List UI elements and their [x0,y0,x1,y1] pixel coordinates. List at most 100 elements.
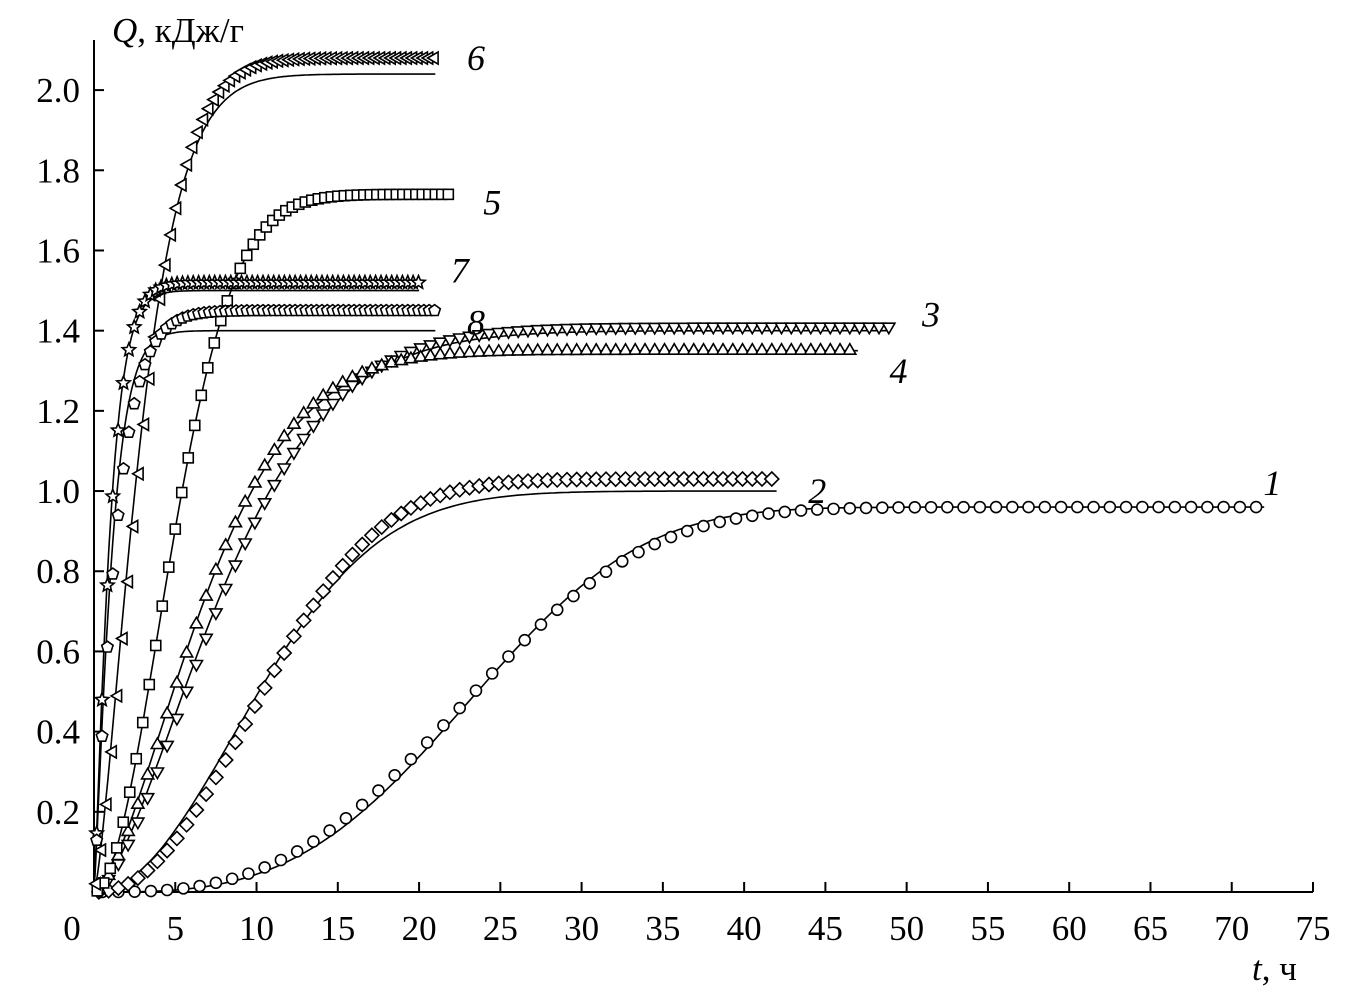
data-point [471,329,487,343]
data-point [125,519,139,534]
series-6-markers [88,50,439,892]
data-point [471,344,487,357]
data-point [209,876,223,890]
data-point [680,524,694,538]
y-tick-label: 0.6 [36,632,80,671]
data-point [307,835,320,848]
data-point [842,342,858,356]
data-point [178,816,195,833]
data-point [413,349,429,362]
data-point [266,479,282,493]
data-point [109,421,127,438]
data-point [227,514,243,528]
data-point [218,583,234,597]
data-point [764,322,780,336]
data-point [276,644,293,662]
data-point [295,612,312,629]
data-point [208,337,221,349]
data-point [195,112,209,127]
data-point [637,322,653,336]
data-point [182,452,195,464]
data-point [211,84,225,100]
data-point [803,322,819,336]
fit-line-2 [93,490,777,893]
data-point [169,523,182,535]
data-point [861,322,877,336]
y-axis-title: Q, кДж/г [112,11,244,50]
data-point [136,716,149,729]
y-tick-label: 0.4 [36,713,80,752]
data-point [832,342,848,356]
data-point [388,768,401,782]
data-point [676,322,692,336]
data-point [713,515,727,529]
data-point [179,644,195,658]
data-point [197,785,215,803]
y-axis-unit: , кДж/г [137,11,244,50]
data-point [764,342,780,356]
data-point [871,322,887,336]
data-point [315,583,332,600]
y-tick-label: 0.8 [36,552,80,591]
data-point [306,395,321,409]
data-point [1054,500,1068,514]
data-point [339,812,353,825]
data-point [803,342,819,356]
data-point [168,200,182,216]
curve-label-1: 1 [1263,463,1281,503]
data-point [729,512,743,525]
data-point [136,292,154,309]
data-point [881,322,897,336]
x-tick-label: 75 [1296,909,1331,948]
data-point [266,442,282,456]
data-point [193,879,206,893]
data-point [276,428,292,442]
curve-label-3: 3 [921,295,940,335]
data-point [208,561,224,575]
data-point [179,686,195,700]
data-point [100,640,115,653]
data-point [822,342,838,356]
data-point [110,842,123,854]
series-4-markers [91,342,858,894]
x-tick-label: 0 [63,909,81,948]
data-point [334,557,351,574]
data-point [296,433,312,447]
x-axis-var: t [1252,949,1263,988]
data-point [453,701,467,715]
data-point [125,318,143,335]
curve-label-5: 5 [483,182,501,222]
data-point [90,833,104,847]
series-3-markers [91,322,897,899]
data-point [588,323,604,337]
data-point [140,766,156,780]
data-point [173,177,187,193]
data-point [735,342,750,356]
data-point [908,501,922,514]
data-point [696,322,711,336]
data-point [373,518,390,536]
data-point [130,817,146,831]
data-point [247,238,260,251]
data-point [657,342,672,356]
data-point [93,842,107,858]
data-point [189,124,203,140]
data-point [175,486,188,499]
series-5-markers [91,188,455,897]
data-point [237,715,254,733]
data-point [98,796,112,812]
data-point [608,342,624,356]
data-point [763,470,780,488]
data-point [266,662,283,679]
data-point [875,501,889,514]
data-point [420,736,434,749]
data-point [637,342,653,356]
fit-line-4 [93,349,858,893]
data-point [1201,500,1214,514]
data-point [143,678,156,691]
data-point [559,342,575,356]
y-tick-label: 1.8 [36,151,80,190]
data-point [813,322,828,336]
series-8-markers [90,303,442,847]
data-point [149,736,165,750]
